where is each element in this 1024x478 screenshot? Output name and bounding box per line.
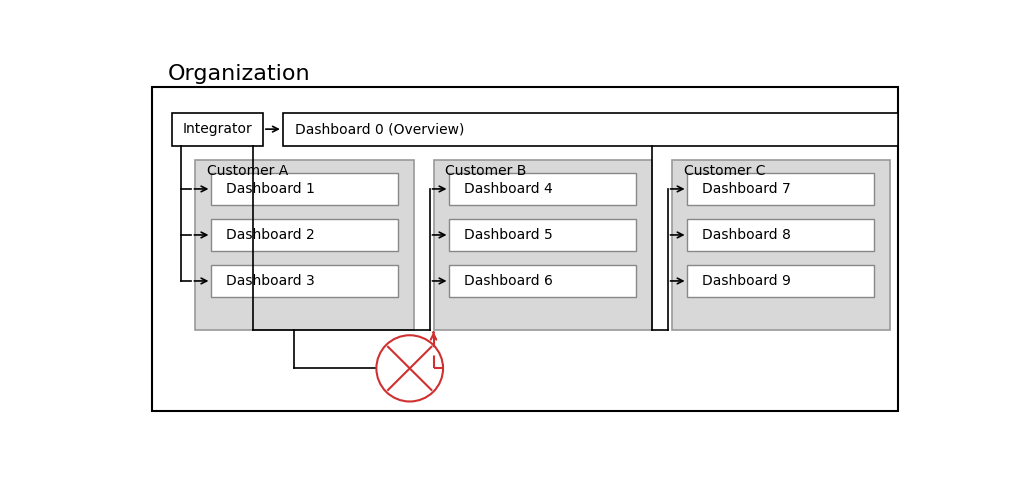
Text: Organization: Organization	[168, 64, 310, 84]
Bar	[450, 174, 636, 205]
Bar	[196, 161, 414, 330]
Text: Integrator: Integrator	[182, 122, 252, 136]
Text: Dashboard 5: Dashboard 5	[464, 228, 552, 242]
Text: Dashboard 8: Dashboard 8	[701, 228, 791, 242]
Bar	[283, 113, 898, 146]
Bar	[450, 265, 636, 296]
Text: Dashboard 3: Dashboard 3	[225, 274, 314, 288]
Text: Customer B: Customer B	[445, 164, 526, 178]
Bar	[172, 113, 263, 146]
Text: Customer C: Customer C	[684, 164, 765, 178]
Text: Dashboard 7: Dashboard 7	[701, 182, 791, 196]
Text: Customer A: Customer A	[207, 164, 289, 178]
Bar	[687, 265, 873, 296]
Bar	[152, 87, 898, 411]
Bar	[450, 219, 636, 250]
Text: Dashboard 4: Dashboard 4	[464, 182, 552, 196]
Bar	[687, 219, 873, 250]
Text: Dashboard 2: Dashboard 2	[225, 228, 314, 242]
Bar	[211, 219, 397, 250]
Text: Dashboard 9: Dashboard 9	[701, 274, 791, 288]
Text: Dashboard 6: Dashboard 6	[464, 274, 553, 288]
Bar	[433, 161, 652, 330]
Bar	[211, 174, 397, 205]
Bar	[672, 161, 890, 330]
Bar	[687, 174, 873, 205]
Text: Dashboard 0 (Overview): Dashboard 0 (Overview)	[295, 122, 464, 136]
Bar	[211, 265, 397, 296]
Text: Dashboard 1: Dashboard 1	[225, 182, 314, 196]
